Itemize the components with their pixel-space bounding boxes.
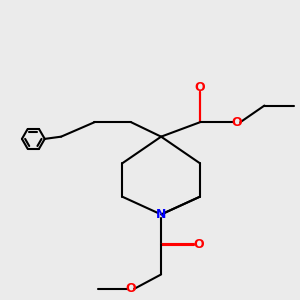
Text: O: O — [195, 81, 205, 94]
Text: O: O — [231, 116, 242, 129]
Text: O: O — [126, 282, 136, 296]
Text: O: O — [194, 238, 204, 251]
Text: N: N — [156, 208, 166, 221]
